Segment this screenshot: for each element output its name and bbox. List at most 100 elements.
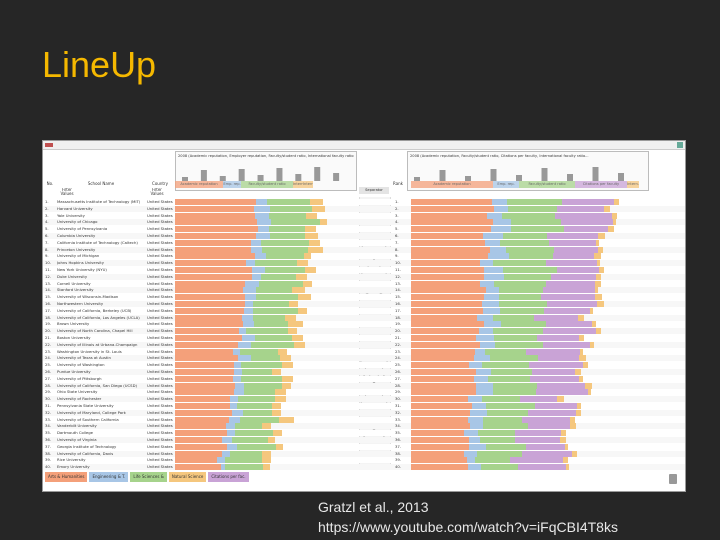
right-bar-segment — [483, 267, 503, 273]
rank-label-right: 34. — [395, 423, 402, 429]
table-row[interactable]: 9. University of Michigan United States 9. — [43, 253, 685, 260]
right-stack-col-0[interactable]: Academic reputation — [411, 181, 493, 188]
col-country[interactable]: Country — [152, 181, 168, 186]
rank-label: 30. — [45, 396, 52, 402]
col-rank[interactable]: No. — [46, 181, 54, 186]
school-name: Emory University — [57, 464, 90, 470]
histogram-bar — [439, 170, 446, 181]
table-row[interactable]: 21. Boston University United States 21. — [43, 335, 685, 341]
country-label: United States — [147, 457, 173, 463]
country-label: United States — [147, 348, 173, 354]
table-row[interactable]: 10. Johns Hopkins University United States… — [43, 260, 685, 267]
table-row[interactable]: 29. Ohio State University United States 29. — [43, 389, 685, 396]
school-name: Yale University — [57, 212, 85, 218]
table-row[interactable]: 13. Cornell University United States 13. — [43, 280, 685, 287]
table-row[interactable]: 17. University of California, Berkeley (U… — [43, 307, 685, 314]
right-bar-segment — [473, 375, 488, 382]
legend-item[interactable]: Arts & Humanities — [45, 472, 88, 482]
table-row[interactable]: 25. University of Washington United States… — [43, 362, 685, 369]
table-row[interactable]: 27. University of Pittsburgh United States… — [43, 375, 685, 382]
table-row[interactable]: 24. University of Texas at Austin United S… — [43, 355, 685, 362]
table-row[interactable]: 8. Princeton University United States 8. — [43, 246, 685, 253]
table-row[interactable]: 4. University of Chicago United States 4. — [43, 219, 685, 226]
left-bar-segment — [230, 450, 263, 457]
histogram-bar — [257, 175, 264, 181]
left-bar-segment — [175, 443, 227, 450]
rank-label-right: 37. — [395, 443, 402, 449]
table-row[interactable]: 34. Vanderbilt University United States 34. — [43, 423, 685, 430]
table-row[interactable]: 22. University of Illinois at Urbana-Cham… — [43, 341, 685, 348]
table-row[interactable]: 12. Duke University United States 12. — [43, 273, 685, 280]
left-stack-col-1[interactable]: Emp. rep. — [223, 181, 241, 188]
right-stack-col-2[interactable]: Faculty/student ratio — [519, 181, 575, 188]
rank-label: 14. — [45, 287, 52, 293]
right-bar-segment — [411, 464, 468, 471]
table-row[interactable]: 14. Stanford University United States 14. — [43, 287, 685, 294]
right-stack-col-4[interactable]: Intern. — [627, 181, 639, 188]
col-rank-right[interactable]: Rank — [393, 181, 403, 186]
right-stack-col-3[interactable]: Citations per faculty — [575, 181, 627, 188]
left-bar-segment — [272, 409, 277, 416]
filter-country[interactable]: Filter Values — [150, 188, 164, 196]
left-bar-segment — [292, 287, 301, 294]
right-bar-segment — [489, 246, 506, 253]
left-bar-segment — [255, 294, 298, 301]
expand-icon[interactable] — [677, 142, 683, 148]
table-row[interactable]: 40. Emory University United States 40. — [43, 464, 685, 471]
col-school[interactable]: School Name — [87, 181, 115, 186]
filter-school[interactable]: Filter Values — [60, 188, 74, 196]
right-bar-segment — [566, 464, 570, 471]
left-stack-col-0[interactable]: Academic reputation — [175, 181, 223, 188]
table-row[interactable]: 32. University of Maryland, College Park U… — [43, 409, 685, 416]
table-row[interactable]: 19. Brown University United States 19. — [43, 321, 685, 328]
table-row[interactable]: 7. California Institute of Technology (Ca… — [43, 239, 685, 246]
school-name: Johns Hopkins University — [57, 260, 105, 266]
table-row[interactable]: 18. University of California, Los Angeles… — [43, 314, 685, 321]
video-url[interactable]: https://www.youtube.com/watch?v=iFqCBI4T… — [318, 519, 618, 535]
table-row[interactable]: 5. University of Pennsylvania United State… — [43, 226, 685, 233]
left-bar-segment — [296, 321, 303, 328]
table-row[interactable]: 15. University of Wisconsin-Madison United… — [43, 294, 685, 301]
left-bar-segment — [221, 464, 226, 471]
table-row[interactable]: 35. Dartmouth College United States 35. — [43, 430, 685, 437]
trash-icon[interactable] — [669, 474, 677, 484]
table-row[interactable]: 31. Pennsylvania State University United S… — [43, 403, 685, 409]
table-row[interactable]: 36. University of Virginia United States 36… — [43, 437, 685, 443]
left-stack-col-4[interactable]: Intern. — [303, 181, 313, 188]
left-bar-segment — [281, 382, 287, 389]
left-stack-col-3[interactable]: Intern. — [293, 181, 303, 188]
table-row[interactable]: 38. University of California, Davis United… — [43, 450, 685, 457]
table-row[interactable]: 16. Northwestern University United States 1… — [43, 301, 685, 307]
table-row[interactable]: 11. New York University (NYU) United State… — [43, 267, 685, 273]
right-bar-segment — [411, 355, 474, 362]
legend-item[interactable]: Life Sciences & — [130, 472, 167, 482]
right-bar-segment — [499, 287, 544, 294]
country-label: United States — [147, 321, 173, 327]
table-row[interactable]: 37. Georgia Institute of Technology United… — [43, 443, 685, 450]
table-row[interactable]: 33. University of Southern California Unit… — [43, 416, 685, 423]
right-bar-segment — [492, 314, 535, 321]
legend-item[interactable]: Engineering & T. — [89, 472, 129, 482]
table-row[interactable]: 23. Washington University in St. Louis Uni… — [43, 348, 685, 355]
menu-icon[interactable] — [45, 143, 53, 147]
table-row[interactable]: 30. University of Rochester United States 3… — [43, 396, 685, 403]
country-label: United States — [147, 355, 173, 361]
separator-header[interactable]: Separator — [359, 187, 389, 194]
table-row[interactable]: 28. University of California, San Diego (… — [43, 382, 685, 389]
table-row[interactable]: 6. Columbia University United States 6. — [43, 233, 685, 239]
table-row[interactable]: 2. Harvard University United States 2. — [43, 205, 685, 212]
legend-item[interactable]: Natural Science — [168, 472, 207, 482]
right-stack-col-1[interactable]: Emp. rep. — [493, 181, 519, 188]
left-bar-segment — [271, 369, 277, 375]
table-row[interactable]: 26. Purdue University United States 26. — [43, 369, 685, 375]
school-name: Harvard University — [57, 205, 93, 211]
table-row[interactable]: 3. Yale University United States 3. — [43, 212, 685, 219]
left-bar-segment — [293, 301, 299, 307]
table-row[interactable]: 1. Massachusetts Institute of Technology … — [43, 199, 685, 205]
left-stack-col-2[interactable]: Faculty/student ratio — [241, 181, 293, 188]
legend-item[interactable]: Citations per fac. — [208, 472, 249, 482]
right-bar-segment — [599, 267, 604, 273]
table-row[interactable]: 39. Rice University United States 39. — [43, 457, 685, 464]
table-row[interactable]: 20. University of North Carolina, Chapel … — [43, 328, 685, 335]
country-label: United States — [147, 437, 173, 442]
